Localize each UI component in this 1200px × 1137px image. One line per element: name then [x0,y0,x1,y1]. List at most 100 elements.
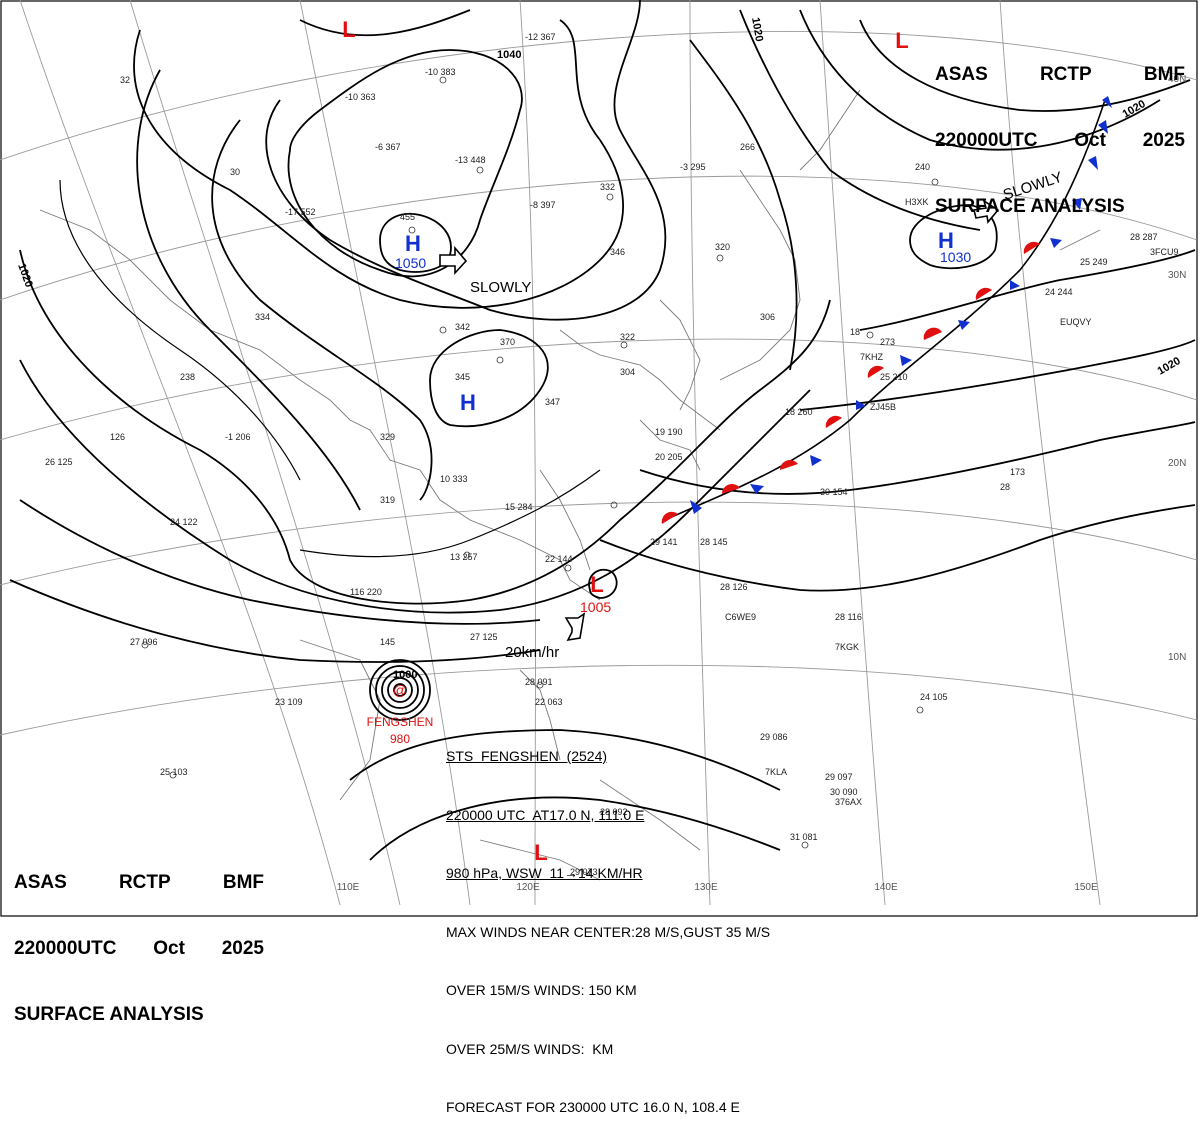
svg-text:320: 320 [715,242,730,252]
svg-text:29 097: 29 097 [825,772,853,782]
svg-text:28 287: 28 287 [1130,232,1158,242]
isobar-label-1: 1040 [497,49,521,61]
svg-text:273: 273 [880,337,895,347]
warm-front-semicircles [661,241,1040,524]
footer-product: SURFACE ANALYSIS [14,1004,204,1025]
header-bottom-left: ASAS RCTP BMF 220000UTC Oct 2025 SURFACE… [14,828,264,1048]
low-center-4: L [342,17,355,42]
svg-text:30 090: 30 090 [830,787,858,797]
isobar-label-6: 1000 [393,669,417,681]
svg-text:10 333: 10 333 [440,474,468,484]
isobar-label-4: 1020 [1156,355,1183,378]
svg-text:345: 345 [455,372,470,382]
svg-text:32: 32 [120,75,130,85]
svg-text:238: 238 [180,372,195,382]
svg-text:455: 455 [400,212,415,222]
front-line [664,99,1106,521]
svg-text:3FCU9: 3FCU9 [1150,247,1179,257]
typhoon-symbol-icon: @ [393,682,407,698]
center-pressure-1: 1050 [395,255,426,271]
svg-text:20 205: 20 205 [655,452,683,462]
typhoon-line-2: 220000 UTC AT17.0 N, 111.0 E [446,806,645,823]
svg-text:24 244: 24 244 [1045,287,1073,297]
map-frame [0,0,1198,917]
svg-text:-8 397: -8 397 [530,200,556,210]
svg-text:18 260: 18 260 [785,407,813,417]
svg-text:30 154: 30 154 [820,487,848,497]
svg-text:26 125: 26 125 [45,457,73,467]
svg-text:346: 346 [610,247,625,257]
svg-text:29 073: 29 073 [570,867,598,877]
svg-text:-17 552: -17 552 [285,207,316,217]
header-top-right: ASAS RCTP BMF 220000UTC Oct 2025 SURFACE… [935,20,1185,240]
footer-month: Oct [153,938,185,959]
high-center-1: H [405,231,421,256]
footer-agency: ASAS [14,872,67,893]
svg-text:EUQVY: EUQVY [1060,317,1092,327]
header-center: RCTP [1039,64,1092,85]
weather-map: -10 363 -10 383 -12 367 -6 367 -13 448 -17 5… [0,0,1198,917]
svg-text:H3XK: H3XK [905,197,929,207]
header-agency: ASAS [935,64,988,85]
header-year: 2025 [1142,130,1185,151]
footer-time: 220000UTC [14,938,117,959]
svg-text:24 122: 24 122 [170,517,198,527]
svg-text:332: 332 [600,182,615,192]
svg-text:342: 342 [455,322,470,332]
header-line2: 220000UTC Oct 2025 [935,130,1185,152]
low-center-5: L [895,28,908,53]
lat-lon-grid [0,0,1198,906]
svg-text:-10 363: -10 363 [345,92,376,102]
lat-label-3: 20N [1168,458,1186,469]
center-pressure-6: 1005 [580,599,611,615]
svg-text:30: 30 [230,167,240,177]
svg-text:28 092: 28 092 [600,807,628,817]
svg-text:-1 206: -1 206 [225,432,251,442]
typhoon-line-3: 980 hPa, WSW 11→14 KM/HR [446,865,643,881]
svg-text:25 210: 25 210 [880,372,908,382]
footer-code: BMF [222,872,264,893]
svg-text:22 063: 22 063 [535,697,563,707]
svg-text:ZJ45B: ZJ45B [870,402,896,412]
svg-text:28 116: 28 116 [835,612,862,622]
svg-text:7KGK: 7KGK [835,642,859,652]
high-center-3: H [938,228,954,253]
footer-line1: ASAS RCTP BMF [14,872,264,894]
svg-text:31 081: 31 081 [790,832,818,842]
svg-text:376AX: 376AX [835,797,862,807]
svg-text:7KLA: 7KLA [765,767,787,777]
motion-label-3: 20km/hr [505,644,559,661]
lat-label-1: 40N [1168,74,1186,85]
svg-text:27 125: 27 125 [470,632,498,642]
cold-front-triangles [690,96,1112,514]
motion-arrows [439,199,1000,642]
svg-text:29 086: 29 086 [760,732,788,742]
svg-text:28 126: 28 126 [720,582,748,592]
lon-label-5: 150E [1074,882,1098,893]
svg-text:334: 334 [255,312,270,322]
footer-center: RCTP [118,872,171,893]
high-center-2: H [460,390,476,415]
isobar-label-5: 1020 [749,16,765,42]
lat-label-4: 10N [1168,652,1186,663]
header-line1: ASAS RCTP BMF [935,64,1185,86]
typhoon-pressure: 980 [390,732,410,746]
svg-text:266: 266 [740,142,755,152]
svg-text:173: 173 [1010,467,1025,477]
svg-text:C6WE9: C6WE9 [725,612,756,622]
svg-text:126: 126 [110,432,125,442]
footer-line2: 220000UTC Oct 2025 [14,938,264,960]
typhoon-name: FENGSHEN [367,715,434,729]
lon-label-3: 130E [694,882,718,893]
header-month: Oct [1074,130,1106,151]
typhoon-line-6: OVER 25M/S WINDS: KM [446,1040,614,1057]
lat-label-2: 30N [1168,270,1186,281]
svg-text:370: 370 [500,337,515,347]
low-center-7: L [534,840,547,865]
svg-text:-3 295: -3 295 [680,162,706,172]
lon-label-1: 110E [337,882,360,893]
svg-text:347: 347 [545,397,560,407]
svg-text:306: 306 [760,312,775,322]
svg-text:145: 145 [380,637,395,647]
svg-text:29 141: 29 141 [650,537,678,547]
